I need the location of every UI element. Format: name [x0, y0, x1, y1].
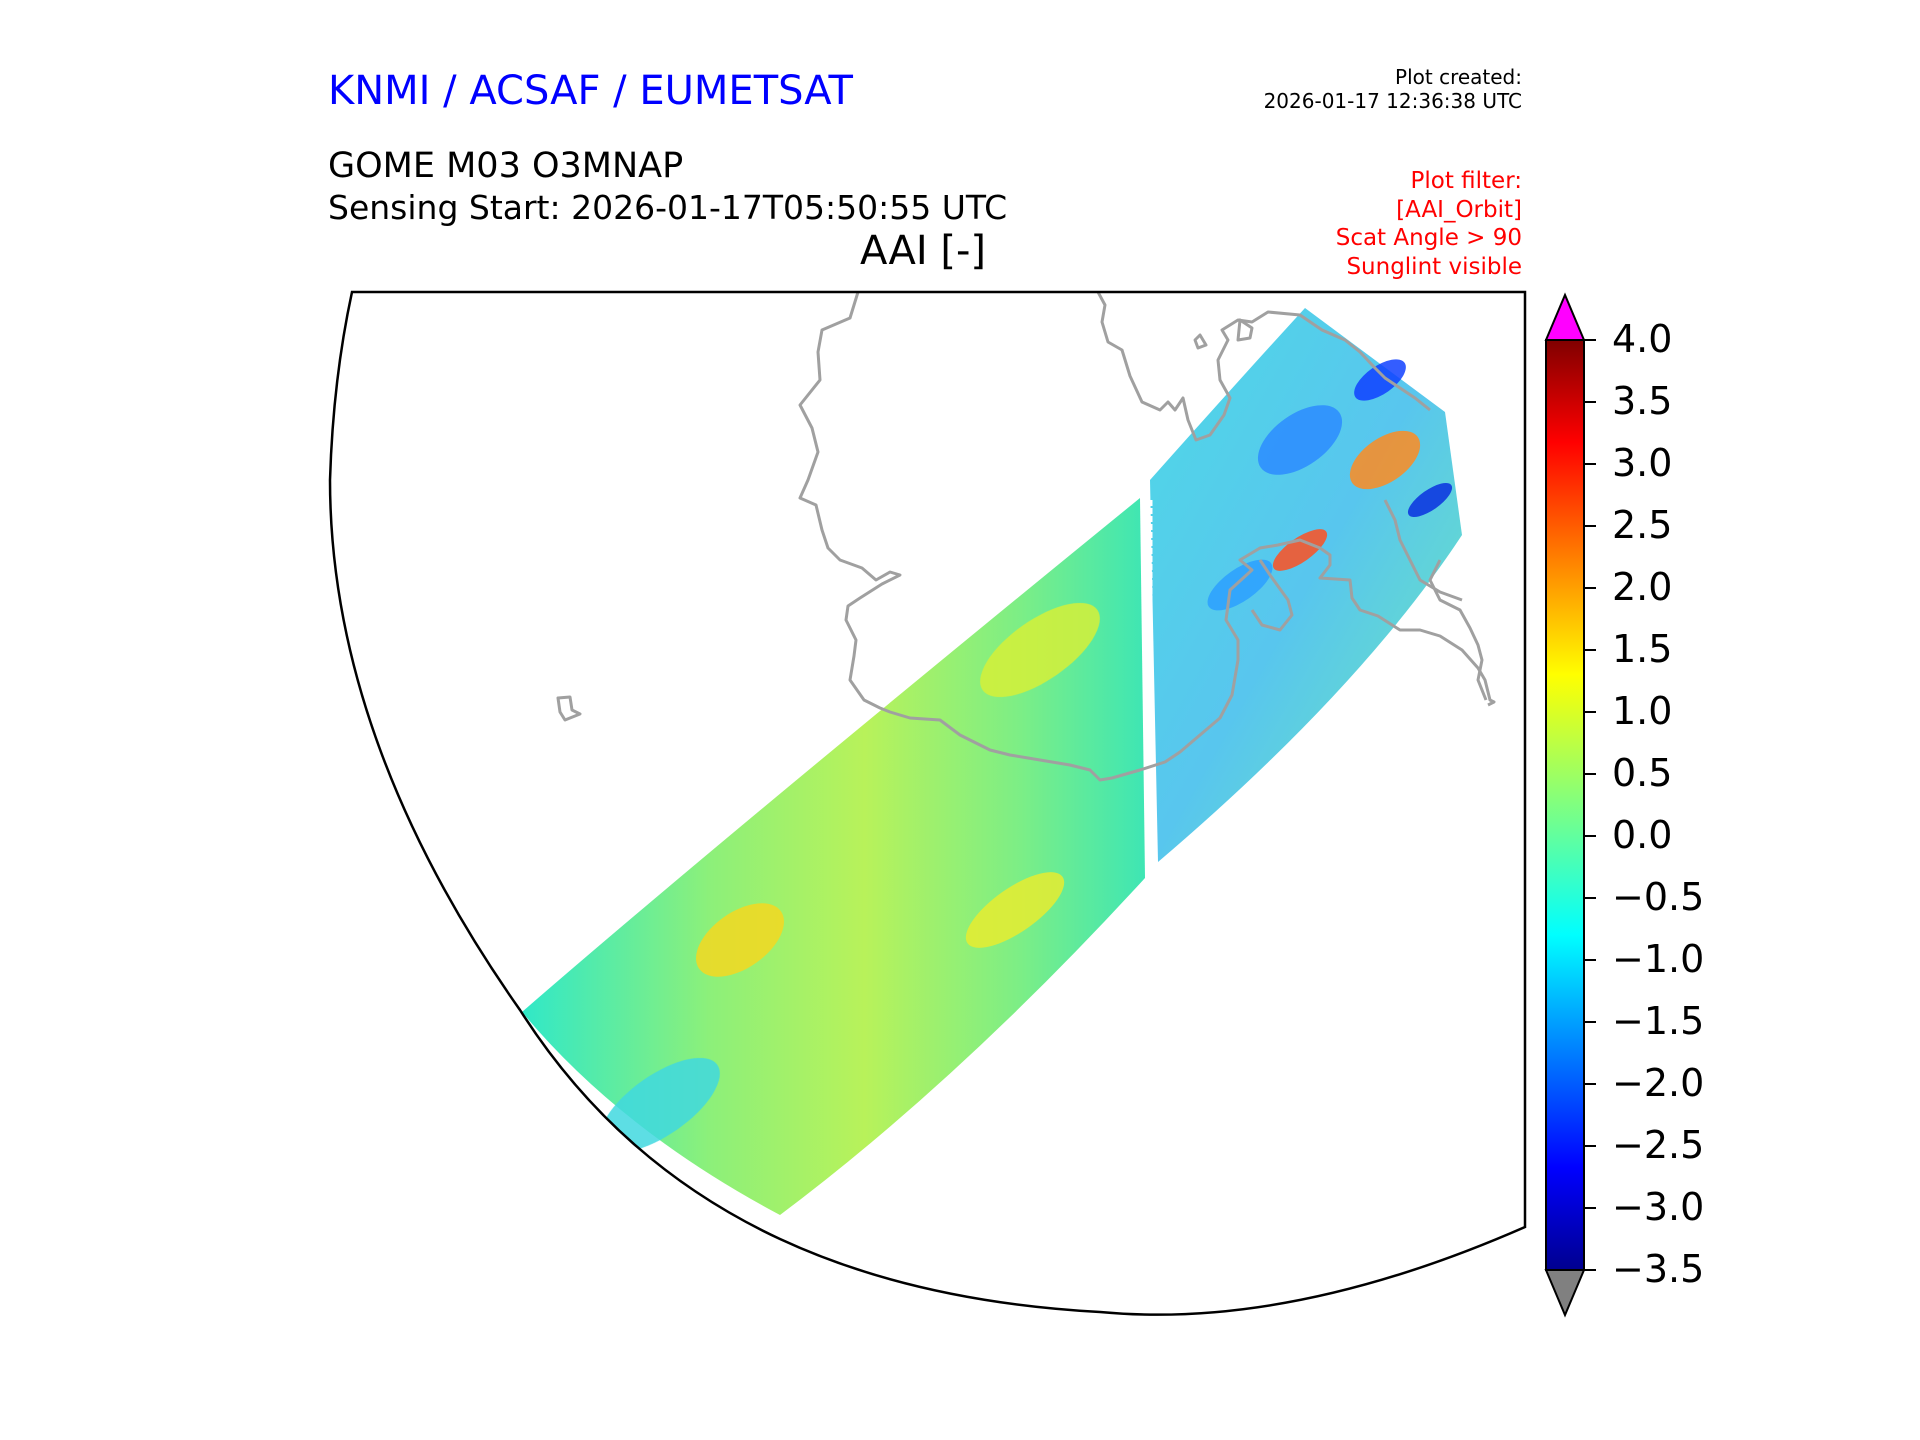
map-boundary — [328, 290, 1527, 1316]
product-name: GOME M03 O3MNAP — [328, 146, 684, 186]
coastlines — [556, 292, 1496, 782]
plot-filter-line: Plot filter: — [1410, 168, 1522, 194]
colorbar-over-arrow — [1544, 292, 1586, 341]
colorbar-gradient — [1545, 339, 1585, 1271]
sensing-start: Sensing Start: 2026-01-17T05:50:55 UTC — [328, 188, 1008, 227]
colorbar-tick-label: 1.0 — [1612, 689, 1673, 733]
colorbar-tick-label: −2.0 — [1612, 1061, 1705, 1105]
plot-created-timestamp: 2026-01-17 12:36:38 UTC — [1263, 89, 1522, 113]
organization-title: KNMI / ACSAF / EUMETSAT — [328, 68, 853, 114]
colorbar-tick-label: −1.5 — [1612, 999, 1705, 1043]
variable-title: AAI [-] — [860, 228, 986, 274]
colorbar-tick-label: 2.0 — [1612, 565, 1673, 609]
plot-filter-line: Scat Angle > 90 — [1335, 225, 1522, 251]
data-layer — [522, 292, 1496, 1215]
colorbar-tick-label: −2.5 — [1612, 1123, 1705, 1167]
colorbar-tick-label: 0.0 — [1612, 813, 1673, 857]
colorbar-tick-label: 0.5 — [1612, 751, 1673, 795]
colorbar-under-arrow — [1544, 1269, 1586, 1318]
colorbar-tick-label: −1.0 — [1612, 937, 1705, 981]
colorbar-tick-label: 3.0 — [1612, 441, 1673, 485]
colorbar-tick-label: −0.5 — [1612, 875, 1705, 919]
plot-filter-line: [AAI_Orbit] — [1396, 197, 1522, 223]
plot-created-label: Plot created: — [1395, 65, 1522, 89]
colorbar-tick-label: 4.0 — [1612, 317, 1673, 361]
colorbar-tick-label: −3.0 — [1612, 1185, 1705, 1229]
colorbar-tick-label: −3.5 — [1612, 1247, 1705, 1291]
colorbar-tick-label: 1.5 — [1612, 627, 1673, 671]
colorbar-tick-label: 2.5 — [1612, 503, 1673, 547]
plot-filter-line: Sunglint visible — [1346, 254, 1522, 280]
colorbar-tick-label: 3.5 — [1612, 379, 1673, 423]
aai-anomaly-patches — [600, 359, 1453, 1153]
